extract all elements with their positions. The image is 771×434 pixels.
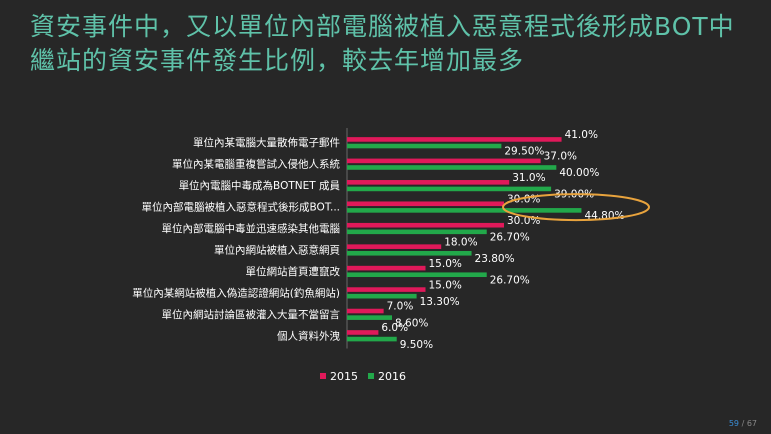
data-label-2015: 7.0% [387, 301, 414, 313]
data-label-2015: 31.0% [512, 172, 545, 184]
category-label: 單位內部電腦中毒並迅速感染其他電腦 [162, 222, 341, 235]
bar-2015 [347, 222, 504, 228]
slide-title: 資安事件中，又以單位內部電腦被植入惡意程式後形成BOT中繼站的資安事件發生比例，… [30, 12, 735, 75]
category-label: 單位內網站討論區被灌入大量不當留言 [162, 308, 341, 321]
bar-2015 [347, 180, 510, 185]
category-label: 單位內某電腦重複嘗試入侵他人系統 [172, 158, 340, 171]
data-label-2016: 29.50% [504, 146, 544, 158]
data-label-2016: 26.70% [490, 232, 530, 244]
bar-2016 [347, 229, 487, 235]
bar-2015 [347, 330, 379, 335]
category-label: 單位內網站被植入惡意網頁 [214, 243, 340, 256]
data-label-2015: 41.0% [565, 129, 598, 141]
data-label-2015: 6.0% [381, 322, 408, 334]
data-label-2016: 26.70% [490, 274, 530, 286]
bar-2015 [347, 287, 426, 292]
data-label-2016: 23.80% [475, 253, 515, 265]
page-total: 67 [746, 419, 757, 428]
bar-2015 [347, 158, 541, 164]
data-label-2016: 9.50% [400, 339, 433, 351]
bar-2016 [347, 293, 417, 299]
data-label-2015: 18.0% [444, 236, 477, 248]
bar-2015 [347, 265, 426, 271]
bar-2016 [347, 165, 557, 170]
bar-2015 [347, 244, 442, 249]
legend-label-2016: 2016 [378, 370, 406, 383]
bar-2016 [347, 186, 552, 192]
category-label: 單位內某電腦大量散佈電子郵件 [193, 136, 340, 149]
bar-2015 [347, 308, 384, 314]
legend-swatch-2015 [320, 373, 326, 379]
category-label: 單位內部電腦被植入惡意程式後形成BOT... [142, 201, 340, 214]
data-label-2015: 37.0% [544, 151, 577, 163]
legend-label-2015: 2015 [330, 370, 358, 383]
page-number: 59 / 67 [729, 419, 757, 428]
data-label-2016: 8.60% [395, 317, 428, 329]
legend-swatch-2016 [368, 373, 374, 379]
bar-2016 [347, 272, 487, 278]
category-label: 單位內電腦中毒成為BOTNET 成員 [179, 179, 341, 192]
category-label: 單位內某網站被植入偽造認證網站(釣魚網站) [132, 286, 340, 299]
bar-2015 [347, 137, 562, 142]
category-label: 個人資料外洩 [277, 329, 340, 342]
bar-2016 [347, 315, 393, 320]
bar-2016 [347, 336, 397, 342]
data-label-2015: 15.0% [429, 279, 462, 291]
highlight-ellipse [502, 193, 650, 222]
bar-2015 [347, 201, 504, 207]
data-label-2015: 15.0% [429, 258, 462, 270]
page-separator: / [739, 419, 747, 428]
bar-2016 [347, 143, 502, 149]
bar-2016 [347, 250, 472, 256]
page-current: 59 [728, 419, 740, 428]
data-label-2016: 40.00% [559, 167, 599, 179]
bar-2016 [347, 208, 582, 213]
data-label-2016: 13.30% [420, 296, 460, 308]
category-label: 單位網站首頁遭竄改 [246, 265, 341, 278]
